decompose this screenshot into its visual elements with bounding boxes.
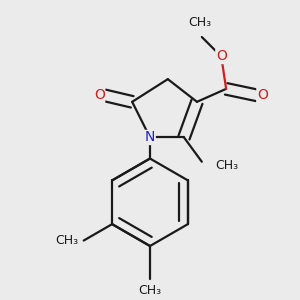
Text: N: N: [145, 130, 155, 145]
Text: CH₃: CH₃: [56, 234, 79, 247]
Text: O: O: [216, 50, 227, 64]
Text: O: O: [257, 88, 268, 102]
Text: CH₃: CH₃: [138, 284, 162, 297]
Text: CH₃: CH₃: [189, 16, 212, 29]
Text: CH₃: CH₃: [215, 158, 238, 172]
Text: O: O: [94, 88, 105, 102]
